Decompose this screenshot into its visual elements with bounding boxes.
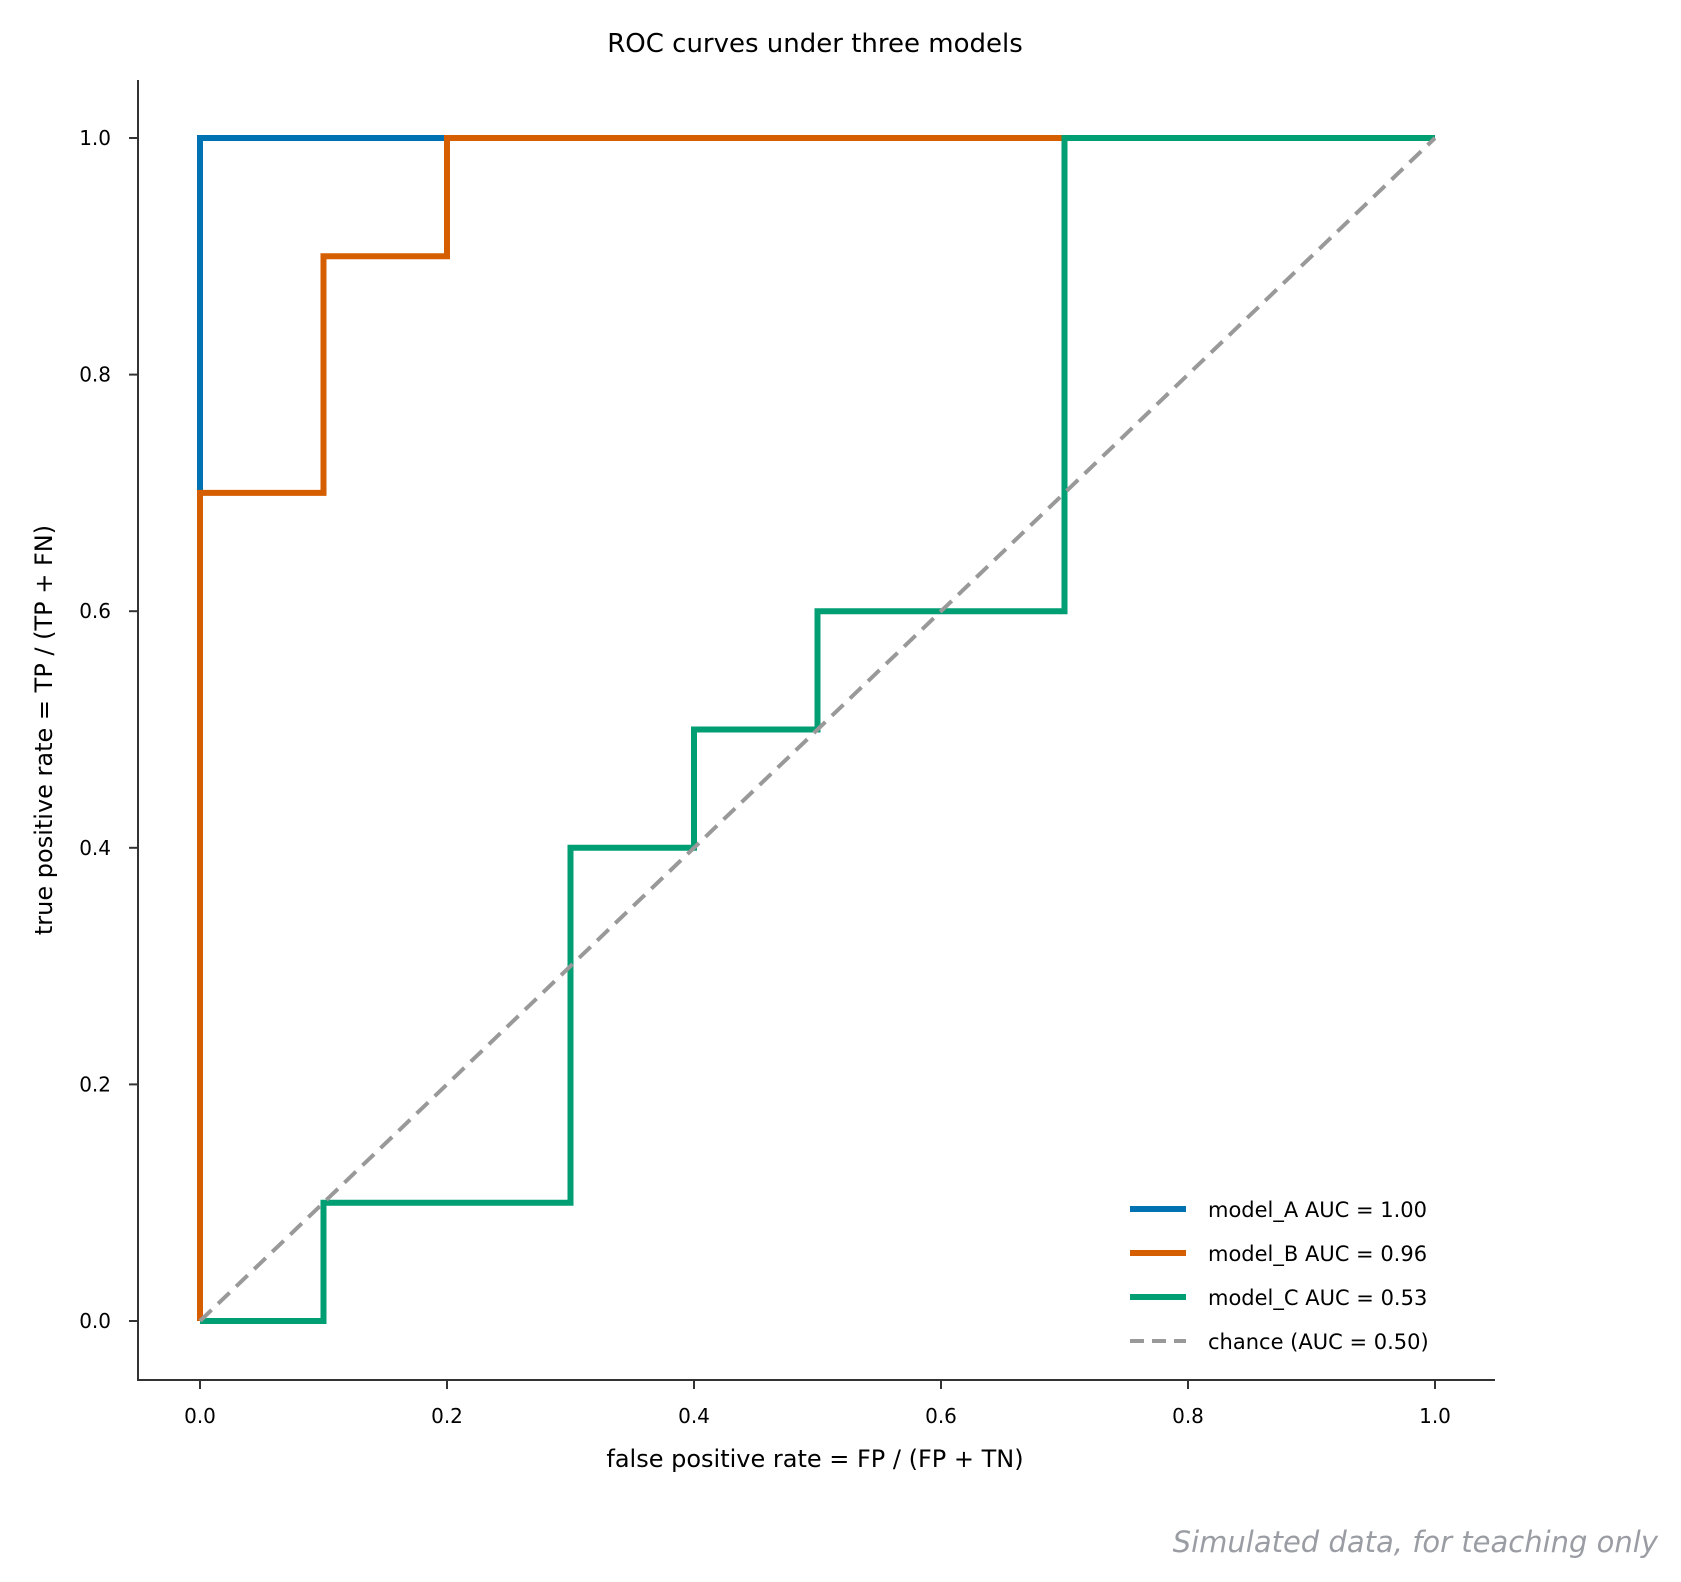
y-tick-label: 0.8 bbox=[79, 363, 111, 387]
legend: model_A AUC = 1.00 model_B AUC = 0.96 mode… bbox=[1130, 1198, 1429, 1354]
legend-item-chance: chance (AUC = 0.50) bbox=[1130, 1330, 1429, 1354]
x-tick-label: 0.2 bbox=[431, 1404, 463, 1428]
y-axis-label: true positive rate = TP / (TP + FN) bbox=[30, 525, 58, 935]
legend-item-model-b: model_B AUC = 0.96 bbox=[1130, 1242, 1427, 1267]
x-tick-label: 0.4 bbox=[678, 1404, 710, 1428]
legend-label: chance (AUC = 0.50) bbox=[1208, 1330, 1429, 1354]
series-layer bbox=[197, 135, 1437, 1324]
x-tick-label: 1.0 bbox=[1419, 1404, 1451, 1428]
series-line-model-c bbox=[200, 135, 1435, 1324]
y-tick-label: 0.2 bbox=[79, 1072, 111, 1096]
y-tick-label: 1.0 bbox=[79, 126, 111, 150]
y-tick-label: 0.0 bbox=[79, 1309, 111, 1333]
legend-label: model_A AUC = 1.00 bbox=[1208, 1198, 1427, 1223]
legend-item-model-a: model_A AUC = 1.00 bbox=[1130, 1198, 1427, 1223]
x-tick-label: 0.6 bbox=[925, 1404, 957, 1428]
x-ticks: 0.0 0.2 0.4 0.6 0.8 1.0 bbox=[184, 1380, 1451, 1428]
legend-label: model_B AUC = 0.96 bbox=[1208, 1242, 1427, 1267]
chart-title: ROC curves under three models bbox=[607, 29, 1023, 59]
y-tick-label: 0.6 bbox=[79, 599, 111, 623]
x-axis-label: false positive rate = FP / (FP + TN) bbox=[606, 1445, 1023, 1473]
x-tick-label: 0.0 bbox=[184, 1404, 216, 1428]
footnote: Simulated data, for teaching only bbox=[1173, 1525, 1659, 1559]
legend-item-model-c: model_C AUC = 0.53 bbox=[1130, 1286, 1427, 1311]
y-ticks: 0.0 0.2 0.4 0.6 0.8 1.0 bbox=[79, 126, 138, 1333]
x-tick-label: 0.8 bbox=[1172, 1404, 1204, 1428]
legend-label: model_C AUC = 0.53 bbox=[1208, 1286, 1427, 1311]
series-line-model-b bbox=[197, 135, 1065, 1321]
y-tick-label: 0.4 bbox=[79, 836, 111, 860]
series-line-chance bbox=[198, 136, 1437, 1323]
